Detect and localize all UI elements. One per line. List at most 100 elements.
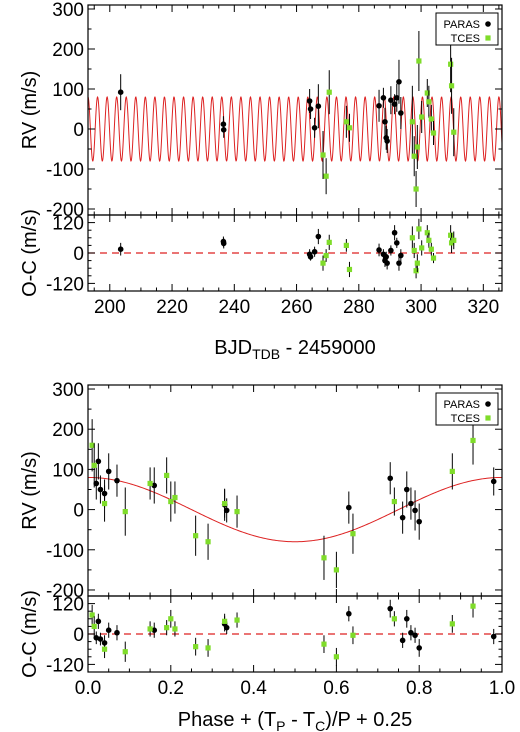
- legend-marker-square: [485, 415, 491, 421]
- data-point-tces: [430, 255, 437, 261]
- data-point-paras: [105, 627, 112, 633]
- data-point-tces: [414, 144, 420, 150]
- data-point-paras: [220, 240, 227, 247]
- data-point-tces: [205, 645, 211, 651]
- data-point-paras: [388, 247, 394, 254]
- legend-marker-circle: [485, 21, 491, 27]
- data-point-tces: [193, 533, 199, 539]
- data-point-tces: [428, 246, 434, 252]
- data-point-tces: [430, 130, 437, 136]
- data-point-paras: [388, 97, 394, 103]
- data-point-tces: [234, 617, 240, 623]
- data-point-paras: [95, 618, 102, 625]
- y-tick-label: 0: [73, 120, 84, 141]
- y-tick-label: -100: [46, 160, 84, 181]
- series-paras: [117, 225, 404, 271]
- data-point-paras: [412, 632, 418, 639]
- x-axis-label-part: Phase + (T: [178, 709, 276, 731]
- data-point-tces: [168, 498, 174, 505]
- data-point-paras: [151, 627, 158, 633]
- plot-content: [88, 31, 502, 207]
- y-tick-label: 200: [52, 40, 84, 61]
- data-point-tces: [91, 623, 97, 629]
- data-point-paras: [97, 636, 104, 642]
- data-point-tces: [222, 500, 228, 507]
- data-point-tces: [222, 618, 228, 624]
- y-tick-label: 100: [52, 460, 84, 481]
- series-paras: [93, 443, 497, 540]
- data-point-tces: [147, 480, 153, 487]
- plot-content: [88, 596, 502, 666]
- series-tces: [320, 218, 457, 279]
- y-tick-label: -200: [46, 581, 84, 602]
- legend-label-tces: TCES: [451, 413, 480, 425]
- data-point-tces: [448, 83, 455, 89]
- y-tick-label: 0: [73, 244, 84, 265]
- y-tick-label: 300: [52, 0, 84, 21]
- series-tces: [89, 596, 476, 666]
- x-tick-label: 320: [467, 297, 499, 318]
- data-point-paras: [399, 514, 406, 521]
- data-point-tces: [122, 509, 128, 515]
- x-tick-label: 240: [218, 297, 250, 318]
- data-point-tces: [101, 646, 108, 652]
- legend-marker-square: [485, 35, 491, 41]
- data-point-paras: [220, 127, 227, 133]
- data-point-tces: [168, 616, 174, 622]
- y-tick-label: 300: [52, 380, 84, 401]
- data-point-paras: [376, 103, 382, 109]
- data-point-tces: [172, 626, 178, 632]
- data-point-tces: [193, 644, 199, 650]
- data-point-tces: [391, 616, 397, 622]
- data-point-paras: [416, 645, 423, 651]
- y-tick-label: 0: [73, 501, 84, 522]
- data-point-tces: [205, 539, 211, 545]
- x-tick-label: 260: [281, 297, 313, 318]
- data-point-paras: [346, 504, 352, 511]
- legend-label-paras: PARAS: [444, 19, 480, 31]
- x-axis-label-part: TDB: [252, 346, 280, 362]
- data-point-tces: [147, 626, 153, 632]
- data-point-paras: [403, 486, 410, 493]
- series-tces: [320, 31, 457, 207]
- y-tick-label: 120: [52, 595, 84, 616]
- data-point-paras: [151, 482, 158, 489]
- x-tick-label: 220: [156, 297, 188, 318]
- x-axis-label-part: C: [315, 718, 325, 732]
- data-point-tces: [424, 230, 430, 236]
- x-tick-label: 0.4: [240, 678, 267, 699]
- x-axis-label: BJDTDB - 2459000: [214, 337, 375, 362]
- data-point-tces: [391, 498, 397, 505]
- data-point-tces: [343, 119, 349, 125]
- y-tick-label: 0: [73, 625, 84, 646]
- data-point-tces: [172, 494, 178, 501]
- y-axis-label: RV (m/s): [19, 71, 41, 150]
- x-tick-label: 0.6: [323, 678, 349, 699]
- data-point-paras: [223, 507, 230, 514]
- legend-label-paras: PARAS: [444, 399, 480, 411]
- data-point-paras: [384, 260, 390, 266]
- y-tick-label: -100: [46, 541, 84, 562]
- data-point-tces: [326, 89, 332, 95]
- x-tick-label: 0.0: [75, 678, 101, 699]
- data-point-paras: [114, 629, 120, 636]
- data-point-tces: [419, 245, 425, 251]
- data-point-tces: [449, 468, 455, 475]
- x-tick-label: 0.8: [406, 678, 432, 699]
- data-point-tces: [426, 237, 432, 243]
- data-point-paras: [399, 637, 406, 644]
- data-point-paras: [403, 616, 410, 622]
- data-point-paras: [97, 486, 104, 493]
- data-point-paras: [105, 468, 112, 475]
- x-tick-label: 1.0: [489, 678, 515, 699]
- data-point-tces: [323, 173, 329, 179]
- data-point-paras: [315, 103, 322, 109]
- data-point-tces: [413, 268, 419, 274]
- data-point-paras: [490, 478, 497, 485]
- data-point-tces: [416, 226, 422, 232]
- data-point-tces: [164, 625, 170, 631]
- data-point-paras: [383, 253, 390, 260]
- data-point-tces: [320, 260, 326, 266]
